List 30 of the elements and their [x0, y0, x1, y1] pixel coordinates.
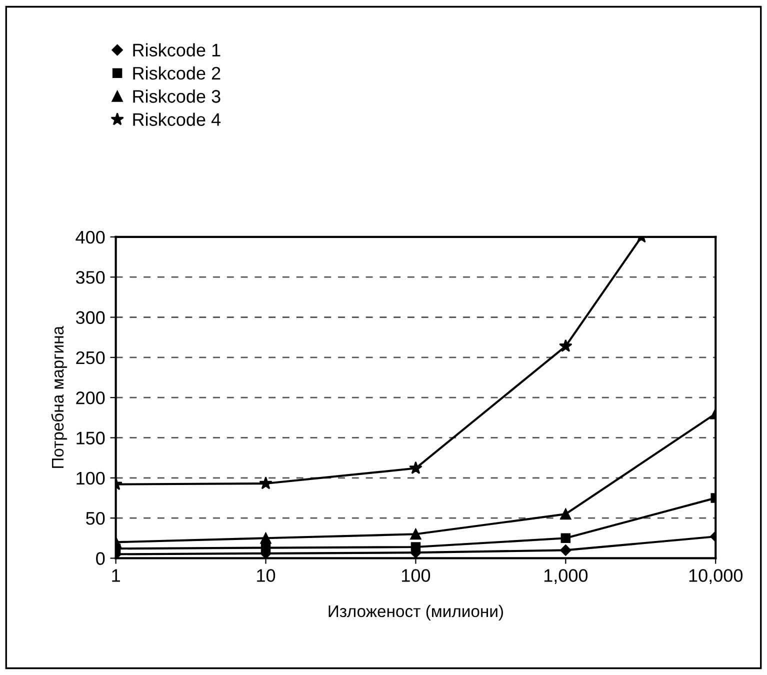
point — [259, 476, 272, 490]
point — [409, 461, 422, 474]
y-tick-label: 150 — [76, 432, 105, 444]
y-tick-label: 400 — [76, 230, 105, 244]
legend-label: Riskcode 2 — [133, 66, 220, 80]
y-tick-label: 50 — [86, 512, 105, 525]
point — [560, 533, 571, 544]
x-tick-label: 1 — [112, 569, 120, 582]
x-tick-label: 100 — [402, 569, 430, 582]
point — [560, 508, 572, 520]
y-tick-label: 300 — [76, 311, 105, 324]
y-tick-label: 100 — [76, 472, 105, 485]
x-tick-label: 10 — [257, 569, 276, 582]
point — [410, 528, 422, 540]
point — [260, 532, 272, 544]
legend-label: Riskcode 4 — [133, 112, 221, 126]
point — [410, 542, 421, 552]
y-tick-label: 0 — [96, 552, 105, 565]
x-tick-label: 1,000 — [544, 569, 588, 584]
x-axis-title: Изложеност (милиони) — [328, 604, 503, 620]
point — [560, 544, 572, 556]
y-tick-label: 350 — [76, 271, 105, 284]
y-tick-label: 200 — [76, 392, 105, 404]
legend-label: Riskcode 1 — [133, 43, 220, 57]
point — [559, 339, 572, 352]
x-tick-label: 10,000 — [689, 569, 743, 584]
y-axis-title: Потребна маргина — [51, 326, 67, 468]
legend-label: Riskcode 3 — [133, 90, 220, 103]
point — [260, 542, 271, 553]
y-tick-label: 250 — [76, 351, 105, 364]
